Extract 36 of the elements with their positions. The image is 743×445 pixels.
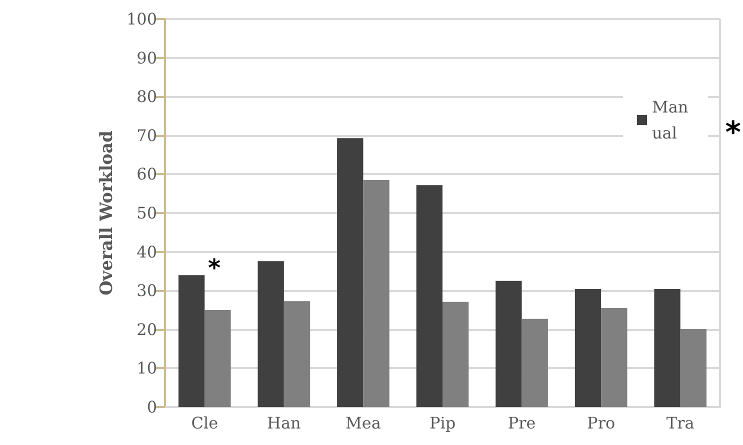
bar: [496, 280, 522, 407]
x-tick-label: Pro: [587, 414, 616, 432]
x-tick-label: Tra: [666, 414, 695, 432]
bar: [284, 301, 310, 407]
x-tick-label: Pre: [508, 414, 536, 432]
y-tick-label: 70: [136, 126, 157, 145]
bar: [680, 329, 707, 407]
y-tick-label: 10: [136, 358, 157, 378]
y-tick-label: 0: [146, 398, 157, 416]
bar: [574, 289, 602, 407]
y-tick-label: 50: [136, 204, 157, 222]
bar: [178, 275, 205, 407]
bar: [442, 302, 469, 407]
y-tick-label: 40: [136, 242, 157, 262]
bar: [654, 289, 680, 407]
x-tick-label: Pip: [429, 414, 456, 432]
text: *: [725, 116, 742, 150]
x-tick-label: Mea: [346, 414, 382, 432]
bar: [337, 138, 364, 407]
bar: [601, 308, 628, 407]
y-tick-label: 30: [136, 281, 157, 300]
y-tick-label: 80: [136, 87, 157, 106]
bar: [363, 180, 390, 407]
bar: [522, 318, 548, 407]
annotation: *: [208, 254, 221, 282]
legend-label: Manual: [652, 98, 688, 142]
x-tick-label: Han: [267, 414, 301, 432]
y-tick-label: 60: [136, 164, 157, 184]
y-tick-label: 90: [136, 48, 157, 68]
bar: [258, 261, 284, 407]
y-tick-label: 20: [136, 320, 157, 339]
bar: [204, 310, 231, 407]
y-tick-label: 100: [126, 10, 157, 28]
x-tick-label: Cle: [191, 414, 218, 432]
bar: [416, 185, 442, 407]
y-axis-title: Overall Workload: [97, 130, 118, 296]
